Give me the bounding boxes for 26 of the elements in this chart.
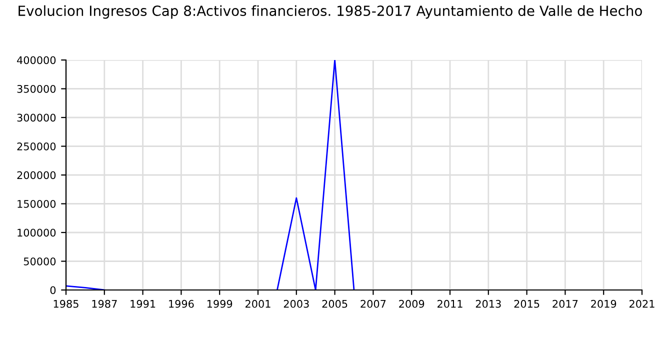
y-tick-label: 200000 [17,171,56,180]
x-tick-label: 1987 [92,300,117,308]
y-tick-label: 300000 [17,114,56,122]
x-tick-label: 1999 [207,300,232,308]
x-tick-label: 2003 [284,300,309,308]
x-tick-label: 2021 [630,300,654,308]
y-tick-label: 350000 [17,84,56,93]
x-tick-label: 2013 [476,300,501,308]
x-tick-label: 1996 [169,300,194,308]
y-tick-label: 50000 [24,257,56,266]
y-tick-label: 100000 [18,228,56,237]
y-tick-label: 0 [50,286,56,294]
y-tick-label: 250000 [17,142,56,150]
x-tick-label: 2017 [552,300,578,308]
x-tick-label: 2007 [360,300,386,308]
x-tick-label: 1991 [130,300,156,308]
x-tick-label: 2011 [438,300,462,308]
x-tick-label: 2015 [514,300,540,308]
y-tick-label: 150000 [18,200,56,208]
chart-title: Evolucion Ingresos Cap 8:Activos financieros. 1985-2017 Ayuntamiento de Valle de Hecho [18,5,642,19]
x-tick-label: 2009 [399,300,424,308]
x-tick-label: 2001 [246,300,270,308]
x-tick-label: 1985 [54,300,78,308]
x-tick-label: 2005 [322,300,348,308]
x-tick-label: 2019 [591,300,616,308]
y-tick-label: 400000 [17,56,56,64]
